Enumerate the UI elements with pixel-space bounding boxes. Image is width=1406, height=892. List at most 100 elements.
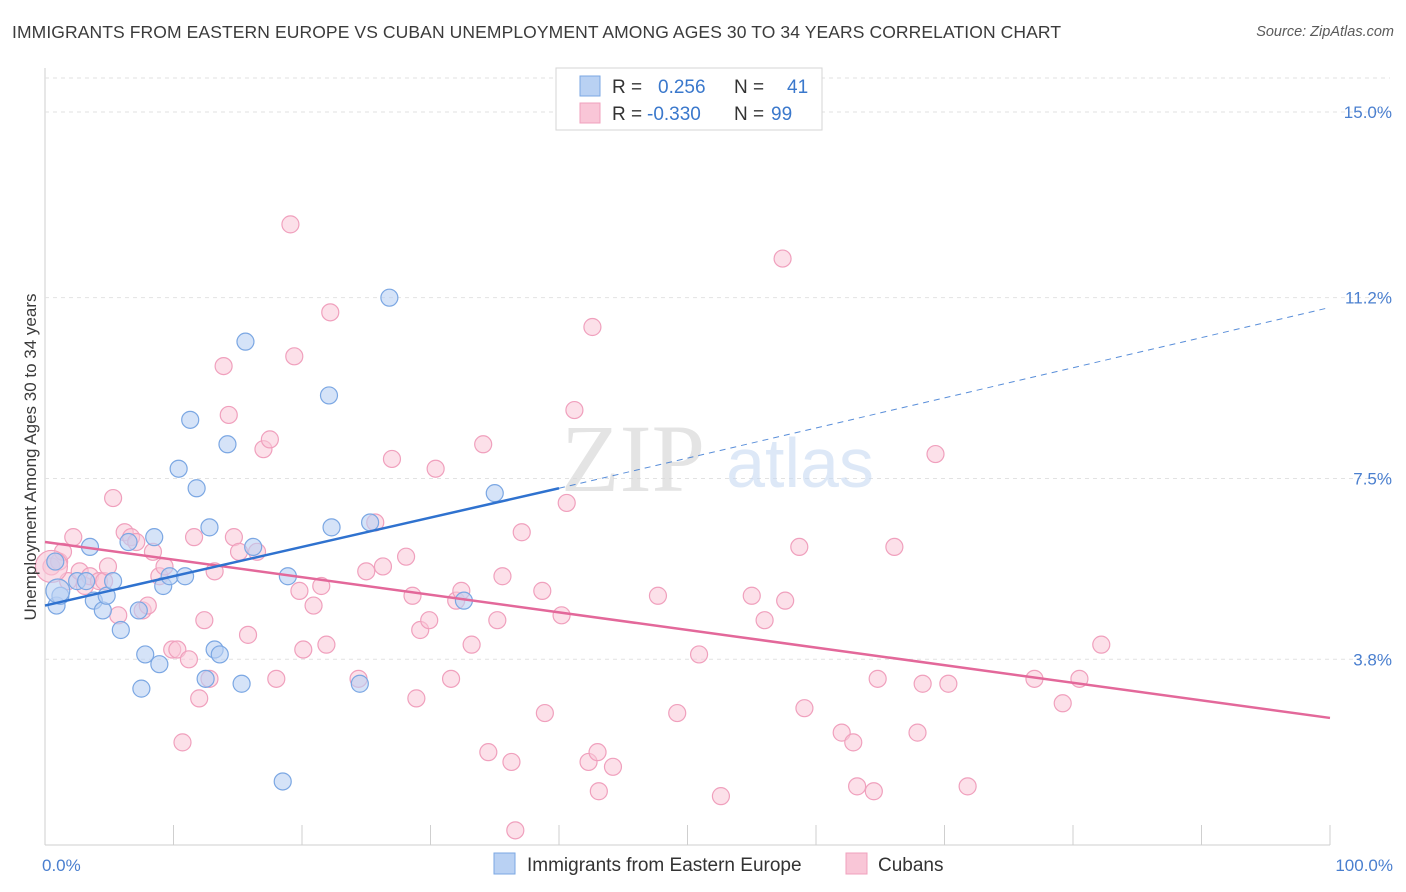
y-axis-title: Unemployment Among Ages 30 to 34 years <box>21 294 40 621</box>
cubans-point <box>304 596 323 615</box>
cubans-point <box>711 787 731 806</box>
eastern-europe-point <box>218 435 237 454</box>
cubans-point <box>1053 694 1072 713</box>
cubans-point <box>238 625 258 644</box>
cubans-point <box>589 782 608 801</box>
cubans-point <box>195 611 214 630</box>
cubans-point <box>317 635 336 654</box>
cubans-point <box>294 640 313 659</box>
cubans-point <box>321 303 340 322</box>
cubans-point <box>832 723 851 742</box>
cubans-point <box>742 586 761 605</box>
eastern-europe-point <box>104 572 123 591</box>
cubans-point <box>603 757 623 776</box>
y-axis-labels: 3.8% 7.5% 11.2% 15.0% <box>1344 103 1392 669</box>
y-tick-label: 15.0% <box>1344 103 1392 122</box>
cubans-point <box>168 640 187 659</box>
legend-n-value-1: 41 <box>787 77 808 98</box>
cubans-point <box>958 777 977 796</box>
watermark-zip: ZIP <box>561 405 705 512</box>
legend-n-value-2: 99 <box>771 104 792 125</box>
cubans-point <box>214 356 233 376</box>
legend-r-label-2: R = <box>612 104 642 125</box>
legend-r-label-1: R = <box>612 77 642 98</box>
cubans-point <box>479 743 498 762</box>
legend-n-label-2: N = <box>734 104 764 125</box>
eastern-europe-point <box>236 332 255 351</box>
eastern-europe-point <box>132 679 151 698</box>
y-tick-label: 7.5% <box>1353 469 1392 488</box>
y-tick-label: 11.2% <box>1345 289 1392 308</box>
eastern-europe-point <box>136 645 155 664</box>
eastern-europe-point <box>46 552 65 571</box>
correlation-legend: R = 0.256 N = 41 R = -0.330 N = 99 <box>555 67 823 131</box>
cubans-point <box>583 317 602 337</box>
eastern-europe-point <box>169 459 188 478</box>
cubans-point <box>441 669 461 688</box>
cubans-point <box>533 581 552 600</box>
source-label: Source: ZipAtlas.com <box>1256 24 1394 40</box>
series-legend-swatch-blue <box>493 852 516 875</box>
cubans-point <box>357 562 376 581</box>
cubans-point <box>755 611 774 630</box>
x-tick-label: 0.0% <box>42 856 81 875</box>
cubans-point <box>184 528 204 547</box>
eastern-europe-point <box>77 572 96 591</box>
series-legend: Immigrants from Eastern Europe Cubans <box>493 852 944 876</box>
cubans-point <box>588 743 607 762</box>
legend-r-value-2: -0.330 <box>647 104 701 125</box>
eastern-europe-point <box>196 669 215 688</box>
watermark: ZIP atlas <box>561 405 874 512</box>
eastern-europe-point <box>187 479 206 498</box>
cubans-point <box>260 430 279 449</box>
cubans-point <box>557 493 576 513</box>
eastern-europe-point <box>319 386 339 405</box>
cubans-point <box>506 821 525 840</box>
series-legend-label-blue: Immigrants from Eastern Europe <box>527 855 802 876</box>
eastern-europe-point <box>350 674 369 693</box>
legend-swatch-pink <box>579 102 601 124</box>
x-axis-ticks <box>44 825 1331 845</box>
cubans-points <box>34 215 1111 840</box>
cubans-point <box>290 581 309 600</box>
x-tick-label: 100.0% <box>1335 856 1393 875</box>
cubans-point <box>426 459 445 478</box>
eastern-europe-point <box>210 645 229 664</box>
eastern-europe-point <box>111 620 130 640</box>
eastern-europe-point <box>380 288 399 307</box>
cubans-point <box>219 405 238 425</box>
cubans-point <box>488 611 507 630</box>
cubans-point <box>913 674 932 693</box>
eastern-europe-point <box>150 655 169 674</box>
cubans-point <box>864 782 883 801</box>
cubans-point <box>285 347 304 366</box>
cubans-point <box>926 444 945 464</box>
cubans-point <box>1092 635 1111 654</box>
grid <box>44 68 1390 846</box>
eastern-europe-trend-line <box>44 487 560 607</box>
eastern-europe-points <box>45 288 504 791</box>
eastern-europe-point <box>232 674 251 693</box>
series-legend-swatch-pink <box>845 852 868 875</box>
cubans-point <box>502 752 521 772</box>
cubans-point <box>565 400 584 420</box>
x-axis-labels: 0.0% 100.0% <box>42 856 1393 875</box>
cubans-trend-line <box>44 540 1331 720</box>
cubans-point <box>493 567 512 586</box>
cubans-point <box>396 547 416 566</box>
cubans-point <box>373 557 393 576</box>
eastern-europe-point <box>119 532 138 552</box>
cubans-point <box>848 777 867 796</box>
cubans-point <box>908 723 927 742</box>
cubans-point <box>939 674 958 693</box>
cubans-point <box>512 523 531 542</box>
cubans-point <box>420 611 439 630</box>
eastern-europe-point <box>200 518 219 537</box>
cubans-point <box>407 689 426 708</box>
cubans-point <box>190 689 209 708</box>
eastern-europe-point <box>45 578 71 604</box>
cubans-point <box>281 215 300 234</box>
eastern-europe-point <box>129 601 148 620</box>
cubans-point <box>104 488 123 508</box>
